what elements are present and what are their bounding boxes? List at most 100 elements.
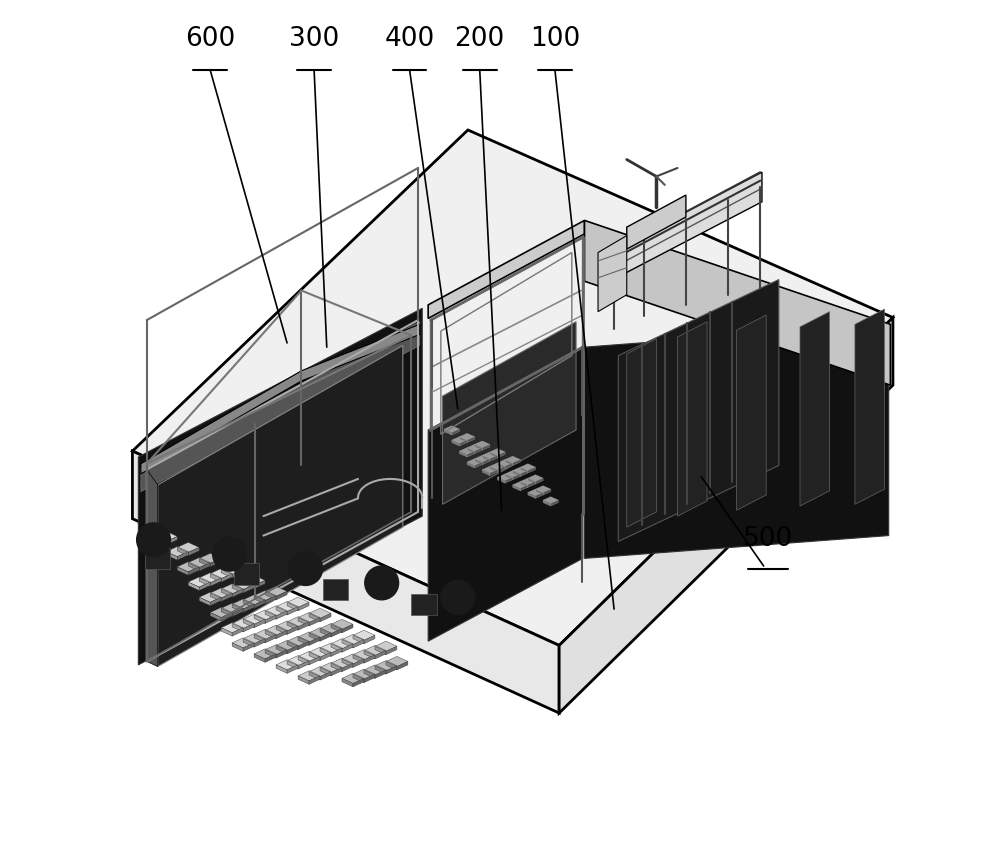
Polygon shape [528,493,535,499]
Polygon shape [475,441,490,448]
Polygon shape [482,456,490,462]
Polygon shape [276,607,287,615]
Polygon shape [353,636,364,644]
Polygon shape [276,592,287,600]
Polygon shape [232,619,254,629]
Polygon shape [232,570,243,578]
Polygon shape [309,667,331,677]
Polygon shape [287,665,298,674]
Polygon shape [298,603,309,611]
Polygon shape [505,463,513,469]
Polygon shape [309,672,320,680]
Polygon shape [559,318,893,713]
Polygon shape [243,643,254,652]
Polygon shape [353,650,375,660]
Polygon shape [342,635,364,645]
Polygon shape [855,310,884,505]
Polygon shape [737,316,766,511]
Polygon shape [459,437,467,443]
Polygon shape [276,646,287,654]
Polygon shape [243,624,254,632]
Polygon shape [800,312,830,506]
Polygon shape [467,452,475,457]
Polygon shape [551,500,558,506]
Polygon shape [452,437,467,444]
Polygon shape [265,611,276,619]
Polygon shape [490,449,505,456]
Polygon shape [210,613,221,621]
Polygon shape [490,470,497,476]
Polygon shape [276,611,287,619]
Polygon shape [520,479,535,485]
Polygon shape [243,614,265,625]
Polygon shape [287,607,298,615]
Polygon shape [177,567,188,576]
Polygon shape [353,669,375,679]
Polygon shape [243,595,265,605]
Polygon shape [342,625,353,633]
Text: 200: 200 [455,26,505,52]
Polygon shape [265,615,276,624]
Polygon shape [505,457,520,463]
Polygon shape [287,617,309,627]
Polygon shape [320,668,331,676]
Polygon shape [482,470,490,476]
Polygon shape [298,613,320,623]
Polygon shape [490,452,497,458]
Polygon shape [276,641,298,651]
Polygon shape [298,671,320,681]
Polygon shape [386,666,397,674]
Polygon shape [309,633,320,641]
Polygon shape [482,467,497,473]
Polygon shape [520,482,528,488]
Polygon shape [353,630,375,641]
Polygon shape [459,441,467,446]
Polygon shape [276,650,287,658]
Polygon shape [309,618,320,626]
Polygon shape [497,460,513,467]
Polygon shape [210,598,221,606]
Polygon shape [199,592,221,603]
Polygon shape [199,573,221,583]
Circle shape [289,552,323,586]
Polygon shape [243,639,254,647]
Polygon shape [221,589,232,598]
Polygon shape [298,657,309,665]
Polygon shape [490,463,505,470]
Polygon shape [309,657,320,665]
Polygon shape [243,576,265,586]
Polygon shape [254,581,265,589]
Polygon shape [199,582,210,591]
Polygon shape [342,674,364,684]
Polygon shape [265,606,287,616]
Polygon shape [467,437,475,443]
Polygon shape [188,548,199,556]
Polygon shape [188,558,210,568]
Polygon shape [132,131,893,646]
Polygon shape [467,459,482,466]
Polygon shape [535,479,543,484]
Polygon shape [497,478,505,484]
Polygon shape [452,441,459,446]
Polygon shape [132,452,559,713]
Polygon shape [199,563,210,571]
Polygon shape [342,654,364,664]
Polygon shape [444,426,459,433]
Polygon shape [513,482,528,489]
Polygon shape [155,532,177,542]
Polygon shape [221,574,232,582]
Polygon shape [287,661,298,669]
Polygon shape [482,445,490,451]
Polygon shape [210,608,232,618]
Polygon shape [188,567,199,576]
Polygon shape [608,173,762,283]
Polygon shape [627,339,656,528]
Polygon shape [505,478,513,484]
Polygon shape [276,665,287,674]
Polygon shape [320,633,331,641]
Polygon shape [276,660,298,670]
Polygon shape [513,471,520,477]
Polygon shape [353,679,364,687]
Polygon shape [199,598,210,606]
Polygon shape [513,474,520,480]
